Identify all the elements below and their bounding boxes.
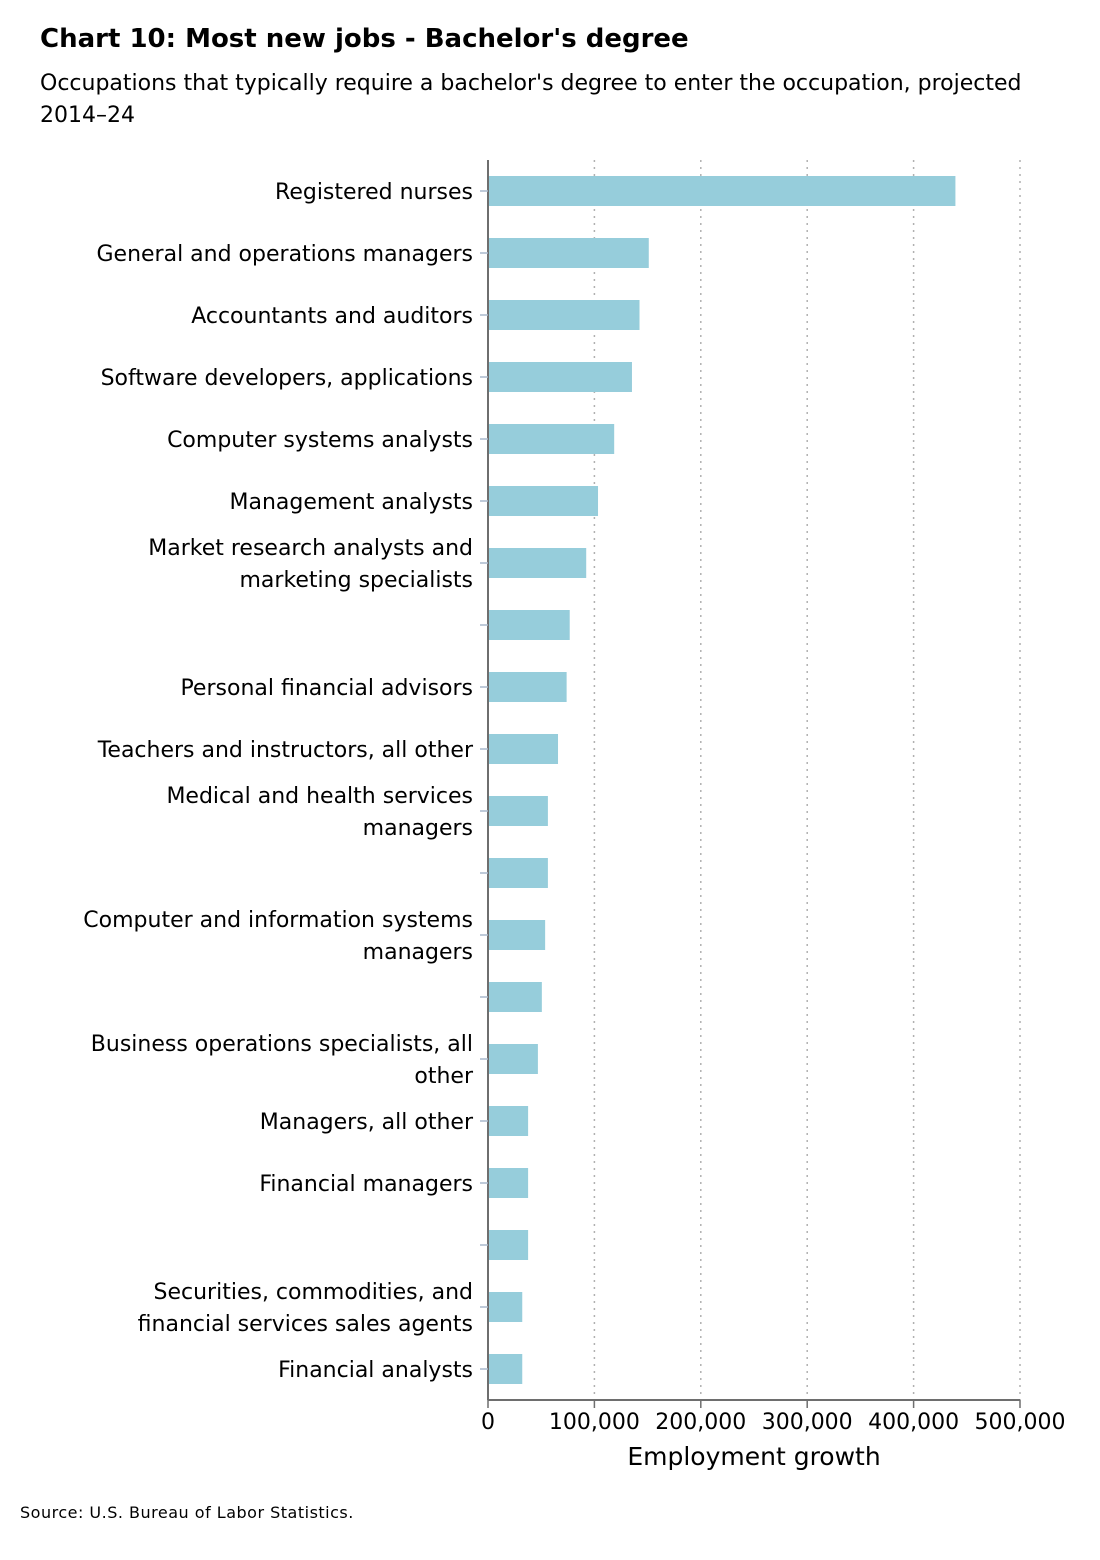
category-label: other bbox=[414, 1064, 474, 1089]
category-label: Computer systems analysts bbox=[167, 428, 473, 453]
category-label: Software developers, applications bbox=[101, 366, 473, 391]
category-label: Securities, commodities, and bbox=[154, 1280, 473, 1305]
category-label: financial services sales agents bbox=[138, 1312, 473, 1337]
bar bbox=[489, 920, 546, 950]
bar bbox=[489, 982, 542, 1012]
bar-chart: Registered nurses General and operations … bbox=[83, 160, 1065, 1471]
chart-subtitle: Occupations that typically require a bac… bbox=[40, 71, 1022, 128]
x-tick-label: 400,000 bbox=[868, 1410, 959, 1435]
bar bbox=[489, 858, 548, 888]
category-label: managers bbox=[363, 940, 473, 965]
category-label: marketing specialists bbox=[239, 568, 473, 593]
bar bbox=[489, 176, 956, 206]
bar bbox=[489, 548, 587, 578]
x-tick-label: 0 bbox=[481, 1410, 495, 1435]
category-label: Personal financial advisors bbox=[180, 676, 473, 701]
category-label: Computer and information systems bbox=[83, 908, 473, 933]
category-label: managers bbox=[363, 816, 473, 841]
bar bbox=[489, 1044, 538, 1074]
category-label: Teachers and instructors, all other bbox=[97, 738, 474, 763]
bars bbox=[489, 176, 956, 1384]
category-label: Medical and health services bbox=[166, 784, 473, 809]
bar bbox=[489, 238, 649, 268]
bar bbox=[489, 1354, 523, 1384]
x-tick-labels: 0 100,000 200,000 300,000 400,000 500,000 bbox=[481, 1400, 1065, 1435]
source-note: Source: U.S. Bureau of Labor Statistics. bbox=[20, 1503, 354, 1522]
gridlines bbox=[593, 160, 1021, 1400]
bar bbox=[489, 1230, 529, 1260]
category-label: Financial analysts bbox=[278, 1358, 473, 1383]
x-tick-label: 200,000 bbox=[655, 1410, 746, 1435]
category-label: Financial managers bbox=[259, 1172, 473, 1197]
bar bbox=[489, 1106, 529, 1136]
category-label: Business operations specialists, all bbox=[91, 1032, 473, 1057]
x-tick-label: 300,000 bbox=[762, 1410, 853, 1435]
category-label: Management analysts bbox=[229, 490, 473, 515]
category-label: Accountants and auditors bbox=[191, 304, 473, 329]
bar bbox=[489, 486, 599, 516]
bar bbox=[489, 1292, 523, 1322]
axes bbox=[487, 160, 1020, 1401]
category-label: Managers, all other bbox=[260, 1110, 474, 1135]
chart-title: Chart 10: Most new jobs - Bachelor's deg… bbox=[40, 24, 689, 54]
bar bbox=[489, 1168, 529, 1198]
x-axis-title: Employment growth bbox=[627, 1442, 880, 1471]
category-label: Registered nurses bbox=[275, 180, 473, 205]
bar bbox=[489, 424, 615, 454]
bar bbox=[489, 362, 632, 392]
category-labels: Registered nurses General and operations … bbox=[83, 180, 488, 1383]
bar bbox=[489, 300, 640, 330]
x-tick-label: 100,000 bbox=[549, 1410, 640, 1435]
bar bbox=[489, 610, 570, 640]
category-label: General and operations managers bbox=[96, 242, 473, 267]
category-label: Market research analysts and bbox=[148, 536, 473, 561]
bar bbox=[489, 796, 548, 826]
x-tick-label: 500,000 bbox=[975, 1410, 1066, 1435]
bar bbox=[489, 734, 559, 764]
bar bbox=[489, 672, 567, 702]
